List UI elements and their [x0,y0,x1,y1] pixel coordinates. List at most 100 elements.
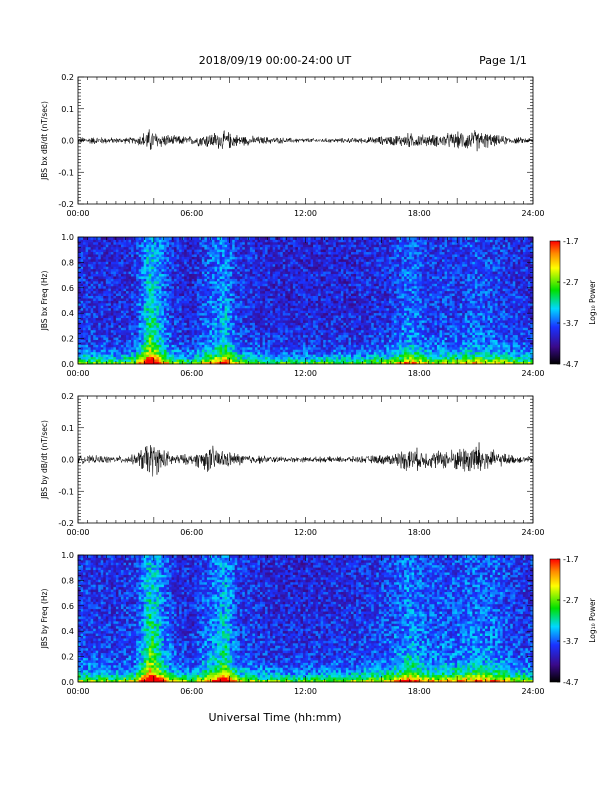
spectrogram-cell [153,322,157,326]
spectrogram-cell [95,246,99,250]
spectrogram-cell [305,293,309,297]
spectrogram-cell [80,290,84,294]
spectrogram-cell [280,300,284,304]
spectrogram-cell [176,302,180,306]
spectrogram-cell [103,322,107,326]
spectrogram-cell [292,307,296,311]
spectrogram-cell [239,359,243,362]
spectrogram-cell [90,320,94,323]
spectrogram-cell [267,256,271,260]
spectrogram-cell [85,305,89,309]
spectrogram-cell [85,273,89,277]
spectrogram-cell [118,283,122,287]
spectrogram-cell [285,344,289,348]
spectrogram-cell [237,298,241,301]
spectrogram-cell [209,351,213,355]
spectrogram-cell [222,256,226,260]
spectrogram-cell [262,293,266,297]
spectrogram-cell [234,293,238,297]
spectrogram-cell [98,300,102,304]
spectrogram-cell [247,346,251,350]
spectrogram-cell [232,317,236,321]
spectrogram-cell [78,356,81,360]
spectrogram-cell [181,237,185,240]
spectrogram-cell [78,349,81,353]
spectrogram-cell [237,295,241,299]
spectrogram-cell [78,344,81,348]
spectrogram-cell [249,361,253,365]
spectrogram-cell [257,354,261,358]
spectrogram-cell [133,310,137,314]
spectrogram-cell [105,285,109,289]
spectrogram-cell [292,305,296,309]
spectrogram-cell [234,263,238,267]
spectrogram-cell [146,290,150,294]
spectrogram-cell [113,295,117,299]
spectrogram-cell [148,268,152,272]
spectrogram-cell [300,258,304,262]
spectrogram-cell [265,354,268,358]
spectrogram-cell [113,320,117,323]
spectrogram-cell [123,307,127,311]
spectrogram-cell [186,298,190,301]
spectrogram-cell [201,283,205,287]
spectrogram-cell [169,337,172,340]
spectrogram-cell [249,354,253,358]
spectrogram-cell [277,293,281,297]
spectrogram-cell [110,302,114,306]
spectrogram-cell [176,322,180,326]
spectrogram-cell [229,315,233,318]
spectrogram-cell [179,351,183,355]
spectrogram-cell [297,293,301,297]
spectrogram-cell [285,283,289,287]
spectrogram-cell [148,302,152,306]
spectrogram-cell [133,278,137,282]
spectrogram-cell [171,354,175,358]
spectrogram-cell [179,249,183,253]
spectrogram-cell [105,342,109,345]
spectrogram-cell [179,266,183,270]
spectrogram-cell [237,258,241,262]
spectrogram-cell [242,237,246,240]
spectrogram-cell [146,249,150,253]
spectrogram-cell [179,317,183,321]
spectrogram-cell [133,239,137,243]
spectrogram-cell [156,359,160,362]
spectrogram-cell [181,349,185,353]
spectrogram-cell [105,295,109,299]
spectrogram-cell [308,300,311,304]
spectrogram-cell [85,254,89,257]
spectrogram-cell [260,315,263,318]
spectrogram-cell [227,251,231,255]
spectrogram-cell [237,283,241,287]
spectrogram-cell [295,322,299,326]
spectrogram-cell [206,346,210,350]
spectrogram-cell [120,263,124,267]
spectrogram-cell [174,280,177,284]
spectrogram-cell [297,237,301,240]
spectrogram-cell [290,349,294,353]
spectrogram-cell [265,320,268,323]
spectrogram-cell [83,237,86,240]
spectrogram-cell [174,249,177,253]
spectrogram-cell [282,271,286,275]
spectrogram-cell [78,254,81,257]
spectrogram-cell [194,273,198,277]
spectrogram-cell [277,295,281,299]
spectrogram-cell [217,239,220,243]
spectrogram-cell [234,288,238,292]
spectrogram-cell [285,329,289,333]
spectrogram-cell [305,339,309,343]
spectrogram-cell [123,246,127,250]
spectrogram-cell [179,239,183,243]
spectrogram-cell [189,310,193,314]
spectrogram-cell [115,300,119,304]
spectrogram-cell [260,342,263,345]
spectrogram-cell [308,239,311,243]
spectrogram-cell [88,356,92,360]
spectrogram-cell [292,342,296,345]
spectrogram-cell [131,339,135,343]
spectrogram-cell [196,329,200,333]
spectrogram-cell [287,332,291,336]
spectrogram-cell [184,241,188,245]
